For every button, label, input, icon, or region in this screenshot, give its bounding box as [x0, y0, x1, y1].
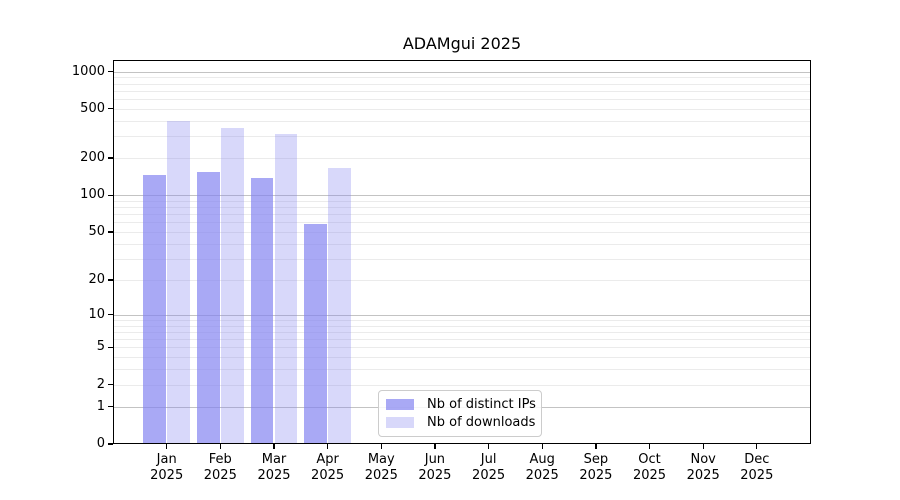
- x-tick-sep: [595, 444, 597, 449]
- gridline-minor-300: [113, 136, 811, 138]
- x-tick-jul: [487, 444, 490, 449]
- gridline-minor-4: [113, 357, 811, 359]
- gridline-minor-20: [113, 279, 811, 281]
- gridline-minor-50: [113, 232, 811, 233]
- bar-mar-distinct-ips: [250, 178, 274, 444]
- bar-jan-distinct-ips: [143, 175, 166, 444]
- x-tick-feb: [219, 444, 221, 449]
- gridline-major-10: [113, 314, 811, 316]
- gridline-minor-9: [113, 319, 811, 321]
- y-tick-20: [108, 279, 113, 281]
- y-tick-0: [108, 443, 113, 445]
- x-tick-label-mar: Mar 2025: [257, 452, 291, 483]
- y-tick-label-200: 200: [80, 150, 105, 166]
- gridline-minor-80: [113, 207, 811, 209]
- x-tick-label-dec: Dec 2025: [740, 452, 774, 483]
- legend-swatch-downloads: [386, 416, 414, 428]
- x-tick-jun: [434, 444, 436, 449]
- bar-apr-downloads: [328, 168, 351, 444]
- gridline-minor-8: [113, 325, 811, 327]
- gridline-minor-7: [113, 331, 811, 333]
- gridline-minor-70: [113, 214, 811, 216]
- bar-mar-downloads: [274, 133, 298, 444]
- x-tick-aug: [541, 444, 543, 449]
- x-tick-label-jan: Jan 2025: [150, 452, 184, 483]
- y-tick-5: [108, 346, 113, 349]
- x-tick-label-feb: Feb 2025: [203, 452, 237, 483]
- x-tick-mar: [273, 444, 275, 449]
- gridline-minor-200: [113, 158, 811, 160]
- y-tick-500: [108, 108, 113, 110]
- x-tick-label-jul: Jul 2025: [472, 452, 506, 483]
- gridline-minor-900: [113, 77, 811, 79]
- x-tick-dec: [756, 444, 758, 449]
- legend-item-distinct-ips: Nb of distinct IPs: [386, 396, 536, 414]
- legend-label-distinct-ips: Nb of distinct IPs: [427, 397, 536, 413]
- x-tick-jan: [166, 444, 168, 449]
- y-tick-label-500: 500: [80, 100, 105, 116]
- gridline-major-100: [113, 195, 811, 197]
- gridline-major-1000: [113, 71, 811, 73]
- gridline-minor-60: [113, 222, 811, 224]
- gridline-minor-800: [113, 83, 811, 85]
- y-tick-label-0: 0: [96, 436, 105, 451]
- y-tick-label-1: 1: [96, 398, 105, 414]
- x-tick-nov: [702, 444, 704, 449]
- chart-title: ADAMgui 2025: [402, 34, 522, 53]
- y-tick-label-5: 5: [96, 339, 105, 355]
- y-tick-label-2: 2: [96, 376, 105, 392]
- y-tick-1: [108, 405, 113, 408]
- legend-label-downloads: Nb of downloads: [427, 414, 536, 430]
- gridline-minor-5: [113, 347, 811, 349]
- y-tick-50: [108, 231, 113, 233]
- gridline-minor-400: [113, 120, 811, 122]
- x-tick-label-aug: Aug 2025: [525, 452, 559, 483]
- y-tick-200: [108, 157, 113, 159]
- gridline-minor-500: [113, 108, 811, 110]
- legend-swatch-distinct-ips: [386, 399, 414, 411]
- y-tick-label-100: 100: [80, 187, 105, 203]
- x-tick-label-nov: Nov 2025: [686, 452, 720, 483]
- y-tick-label-10: 10: [88, 306, 105, 322]
- x-tick-label-sep: Sep 2025: [579, 452, 613, 483]
- bar-feb-downloads: [221, 128, 244, 444]
- x-tick-label-may: May 2025: [364, 452, 398, 483]
- x-tick-may: [380, 444, 382, 449]
- legend-item-downloads: Nb of downloads: [386, 414, 536, 432]
- y-tick-label-50: 50: [88, 224, 105, 239]
- y-tick-1000: [108, 70, 113, 73]
- gridline-minor-3: [113, 369, 811, 371]
- gridline-minor-6: [113, 339, 811, 341]
- gridline-minor-2: [113, 384, 811, 386]
- bar-apr-distinct-ips: [304, 224, 327, 444]
- y-tick-100: [108, 194, 113, 196]
- legend: Nb of distinct IPs Nb of downloads: [378, 390, 542, 437]
- gridline-minor-700: [113, 90, 811, 92]
- y-tick-10: [108, 314, 113, 316]
- x-tick-apr: [326, 444, 329, 449]
- bars-layer: [113, 60, 811, 444]
- y-tick-label-20: 20: [88, 271, 105, 287]
- x-tick-oct: [648, 444, 651, 449]
- bar-feb-distinct-ips: [197, 172, 220, 444]
- x-tick-label-jun: Jun 2025: [418, 452, 452, 483]
- grid-layer: [113, 60, 811, 445]
- bar-jan-downloads: [167, 120, 190, 444]
- y-tick-2: [108, 384, 113, 386]
- gridline-minor-90: [113, 200, 811, 202]
- x-tick-label-apr: Apr 2025: [311, 452, 345, 483]
- gridline-minor-600: [113, 99, 811, 100]
- x-tick-label-oct: Oct 2025: [632, 452, 667, 483]
- plot-area: [113, 59, 811, 445]
- y-tick-label-1000: 1000: [71, 63, 105, 79]
- gridline-minor-40: [113, 243, 811, 245]
- gridline-minor-30: [113, 258, 811, 260]
